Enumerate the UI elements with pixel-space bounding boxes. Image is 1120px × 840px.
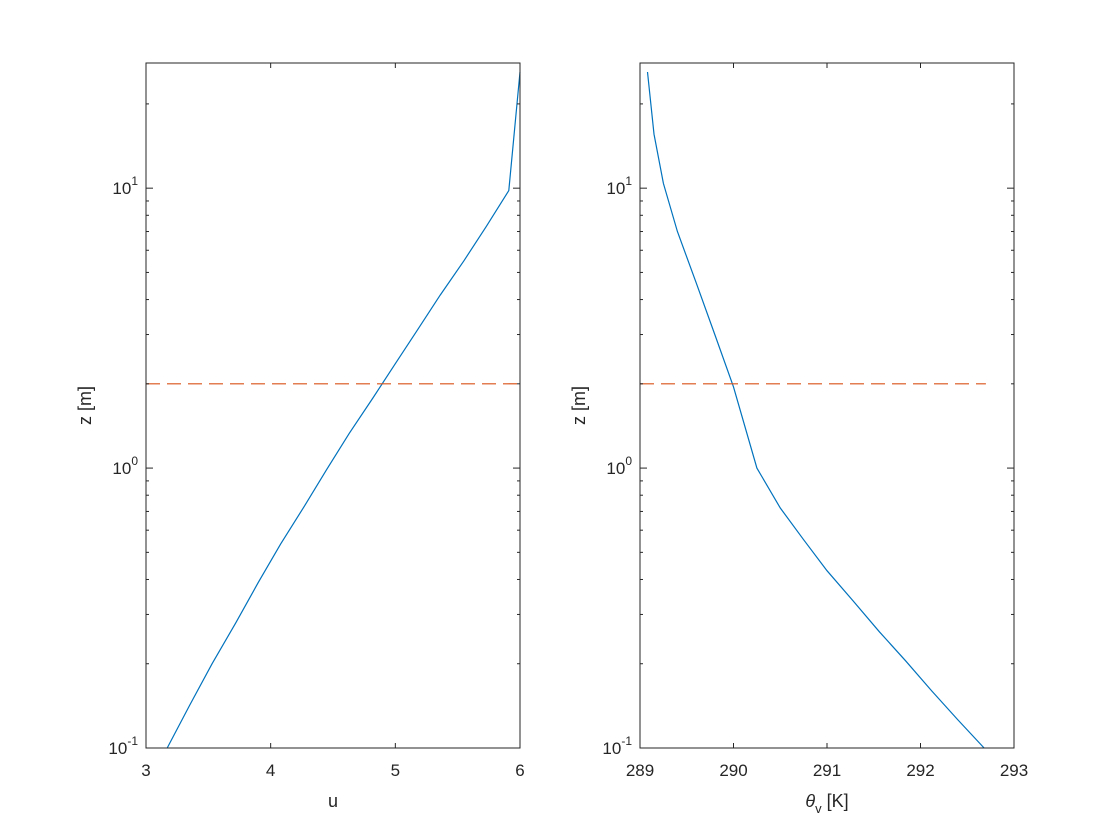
y-tick-label-exponent: 1 [625, 174, 632, 188]
y-tick-label: 100 [606, 454, 632, 478]
x-tick-label: 4 [266, 761, 275, 780]
plot-area-theta [640, 71, 986, 749]
x-tick-label: 289 [626, 761, 654, 780]
y-tick-label-exponent: 0 [131, 454, 138, 468]
x-tick-label: 293 [1000, 761, 1028, 780]
x-axis-label-theta-subscript: v [815, 801, 822, 816]
y-tick-label: 101 [606, 174, 632, 198]
plot-area-u [146, 71, 521, 749]
y-tick-label: 10-1 [602, 734, 632, 758]
x-tick-label: 291 [813, 761, 841, 780]
y-axis-label-theta: z [m] [569, 386, 589, 425]
x-tick-label: 5 [391, 761, 400, 780]
x-axis-label-theta-unit: [K] [827, 791, 849, 811]
y-tick-label-exponent: -1 [621, 734, 632, 748]
y-tick-label: 101 [112, 174, 138, 198]
profile-line-0 [166, 71, 521, 749]
y-tick-label-base: 10 [108, 739, 127, 758]
x-tick-label: 3 [141, 761, 150, 780]
axes-box-u [145, 62, 521, 749]
x-tick-label: 292 [906, 761, 934, 780]
x-axis-label-u: u [328, 791, 338, 811]
y-tick-label-exponent: 1 [131, 174, 138, 188]
y-tick-label: 10-1 [108, 734, 138, 758]
y-tick-label-exponent: 0 [625, 454, 632, 468]
axes-box-theta [639, 62, 1015, 749]
y-tick-label: 100 [112, 454, 138, 478]
x-axis-label-theta: θv [K] [805, 791, 848, 816]
x-tick-label: 290 [719, 761, 747, 780]
y-tick-label-base: 10 [606, 459, 625, 478]
x-axis-label-theta-symbol: θ [805, 791, 815, 811]
y-tick-label-exponent: -1 [127, 734, 138, 748]
y-tick-label-base: 10 [112, 459, 131, 478]
x-tick-label: 6 [515, 761, 524, 780]
profile-line-1 [646, 71, 985, 749]
y-tick-label-base: 10 [602, 739, 621, 758]
y-axis-label-u: z [m] [75, 386, 95, 425]
y-tick-label-base: 10 [606, 179, 625, 198]
y-tick-label-base: 10 [112, 179, 131, 198]
